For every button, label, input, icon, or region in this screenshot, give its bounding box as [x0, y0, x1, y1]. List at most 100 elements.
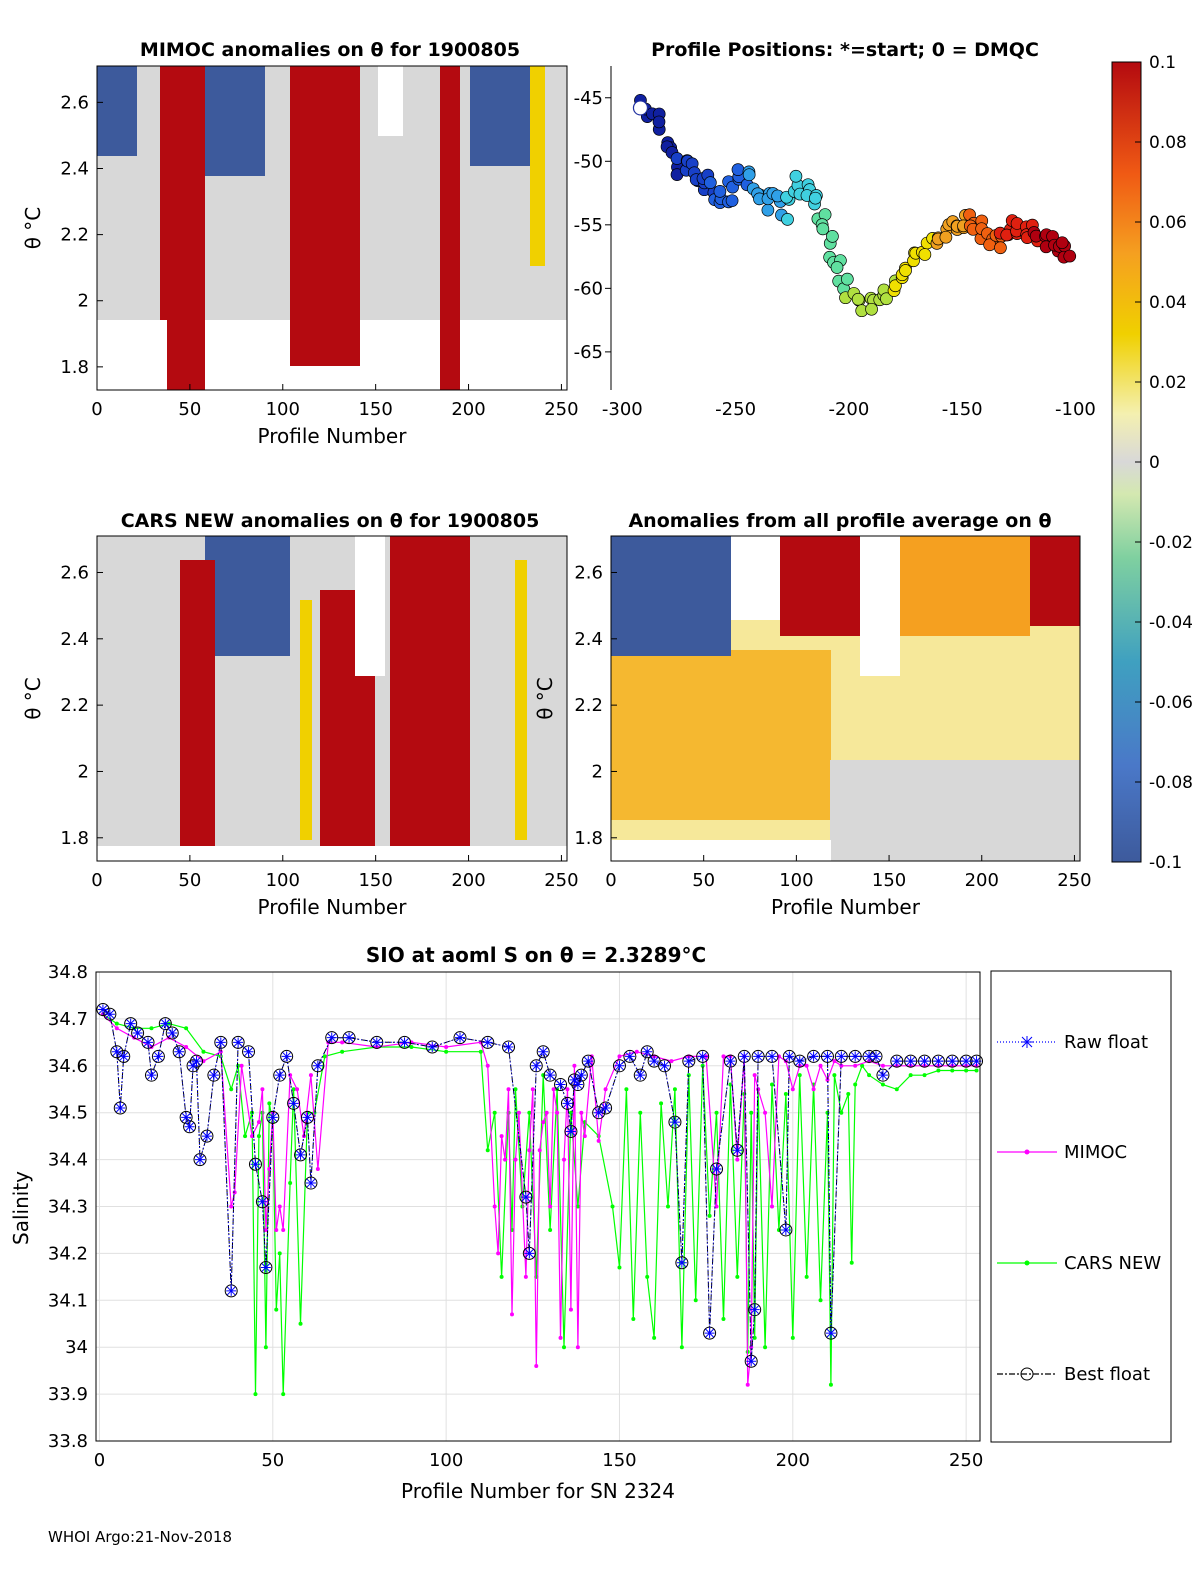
mimoc-xtick-label: 200	[451, 399, 485, 420]
raw-float-marker	[174, 1046, 185, 1057]
salinity-ytick-label: 34.5	[48, 1103, 88, 1124]
best-float-marker	[207, 1068, 221, 1082]
raw-float-marker	[784, 1051, 795, 1062]
best-float-marker	[675, 1256, 689, 1270]
mimoc-marker	[811, 1087, 816, 1092]
mimoc-band-blue-a	[97, 66, 137, 156]
best-float-marker	[273, 1068, 287, 1082]
avg-band-orange	[611, 650, 831, 820]
best-float-marker	[945, 1054, 959, 1068]
positions-xtick-label: -100	[1055, 399, 1096, 420]
mimoc-marker	[714, 1204, 719, 1209]
position-point	[1063, 249, 1077, 263]
positions-xtick-label: -300	[602, 399, 643, 420]
mimoc-marker	[735, 1157, 740, 1162]
salinity-ytick-label: 34.6	[48, 1056, 88, 1077]
mimoc-marker	[239, 1063, 244, 1068]
raw-float-marker	[697, 1051, 708, 1062]
colorbar-tick-label: -0.06	[1149, 693, 1193, 713]
best-float-marker	[231, 1035, 245, 1049]
mimoc-marker	[721, 1054, 726, 1059]
raw-float-marker	[226, 1285, 237, 1296]
mimoc-marker	[790, 1087, 795, 1092]
mimoc-marker	[295, 1087, 300, 1092]
raw-float-marker	[243, 1046, 254, 1057]
position-point	[816, 222, 830, 236]
cars-new-marker	[444, 1049, 449, 1054]
mimoc-marker	[232, 1190, 237, 1195]
position-point	[918, 248, 932, 261]
raw-float-marker	[482, 1037, 493, 1048]
raw-float-marker	[250, 1159, 261, 1170]
raw-float-marker	[215, 1037, 226, 1048]
best-float-marker	[304, 1176, 318, 1190]
cars-xtick-label: 250	[544, 870, 578, 891]
cars-new-marker	[617, 1265, 622, 1270]
raw-float-marker	[635, 1070, 646, 1081]
raw-float-marker	[288, 1098, 299, 1109]
position-point	[703, 176, 717, 189]
mimoc-marker	[579, 1110, 584, 1115]
raw-float-marker	[257, 1196, 268, 1207]
raw-float-marker	[822, 1051, 833, 1062]
raw-float-marker	[153, 1051, 164, 1062]
raw-float-marker	[767, 1051, 777, 1062]
cars-ytick-label: 1.8	[60, 828, 89, 849]
positions-ytick-label: -60	[574, 278, 603, 299]
cars-new-marker	[492, 1110, 497, 1115]
cars-new-marker	[253, 1392, 258, 1397]
cars-new-marker	[770, 1082, 774, 1087]
mimoc-marker	[558, 1335, 563, 1340]
raw-float-marker	[312, 1060, 323, 1071]
mimoc-band-red-c	[440, 66, 460, 390]
salinity-ytick-label: 34.8	[48, 962, 88, 983]
avg-title: Anomalies from all profile average on θ	[628, 510, 1051, 532]
raw-float-marker	[614, 1060, 625, 1071]
cars-new-marker	[825, 1110, 830, 1115]
best-float-marker	[536, 1045, 550, 1059]
best-float-marker	[103, 1007, 117, 1021]
legend-marker	[1021, 1036, 1033, 1048]
raw-float-marker	[919, 1056, 930, 1067]
raw-float-marker	[281, 1051, 292, 1062]
cars-new-marker	[201, 1049, 206, 1054]
raw-float-marker	[233, 1037, 244, 1048]
best-float-marker	[151, 1049, 165, 1063]
colorbar-tick-label: 0.06	[1149, 213, 1187, 233]
position-point	[939, 230, 953, 244]
salinity-xtick-label: 100	[429, 1450, 463, 1471]
cars-new-marker	[679, 1345, 684, 1350]
avg-ytick-label: 2.6	[574, 562, 603, 583]
mimoc-gap-white	[378, 66, 403, 136]
series-raw-float-line	[102, 1009, 977, 1362]
avg-band-red-b	[1030, 536, 1080, 626]
positions-xtick-label: -150	[942, 399, 983, 420]
raw-float-marker	[125, 1018, 136, 1029]
salinity-title: SIO at aoml S on θ = 2.3289°C	[366, 943, 706, 967]
cars-new-marker	[693, 1298, 698, 1303]
mimoc-marker	[562, 1157, 566, 1162]
best-float-marker	[172, 1045, 186, 1059]
mimoc-marker	[534, 1363, 539, 1368]
cars-ylabel: θ °C	[21, 677, 45, 720]
cars-new-marker	[922, 1073, 927, 1078]
raw-float-marker	[555, 1079, 566, 1090]
mimoc-marker	[496, 1251, 501, 1256]
salinity-legend: Raw float MIMOC CARS NEW Best float	[990, 970, 1172, 1443]
mimoc-band-red-b	[290, 66, 360, 366]
mimoc-marker	[832, 1059, 837, 1064]
raw-float-marker	[267, 1112, 278, 1123]
best-float-marker	[294, 1148, 308, 1162]
cars-new-marker	[652, 1335, 657, 1340]
cars-new-marker	[548, 1227, 553, 1232]
cars-new-marker	[149, 1026, 154, 1031]
position-point	[713, 185, 727, 198]
raw-float-marker	[520, 1192, 531, 1203]
raw-float-marker	[344, 1032, 355, 1043]
legend-marker	[1020, 1367, 1034, 1381]
series-mimoc-line	[102, 1013, 977, 1385]
position-point	[880, 292, 893, 306]
legend-entry: CARS NEW	[1064, 1253, 1161, 1274]
mimoc-marker	[260, 1087, 265, 1092]
raw-float-marker	[531, 1060, 542, 1071]
